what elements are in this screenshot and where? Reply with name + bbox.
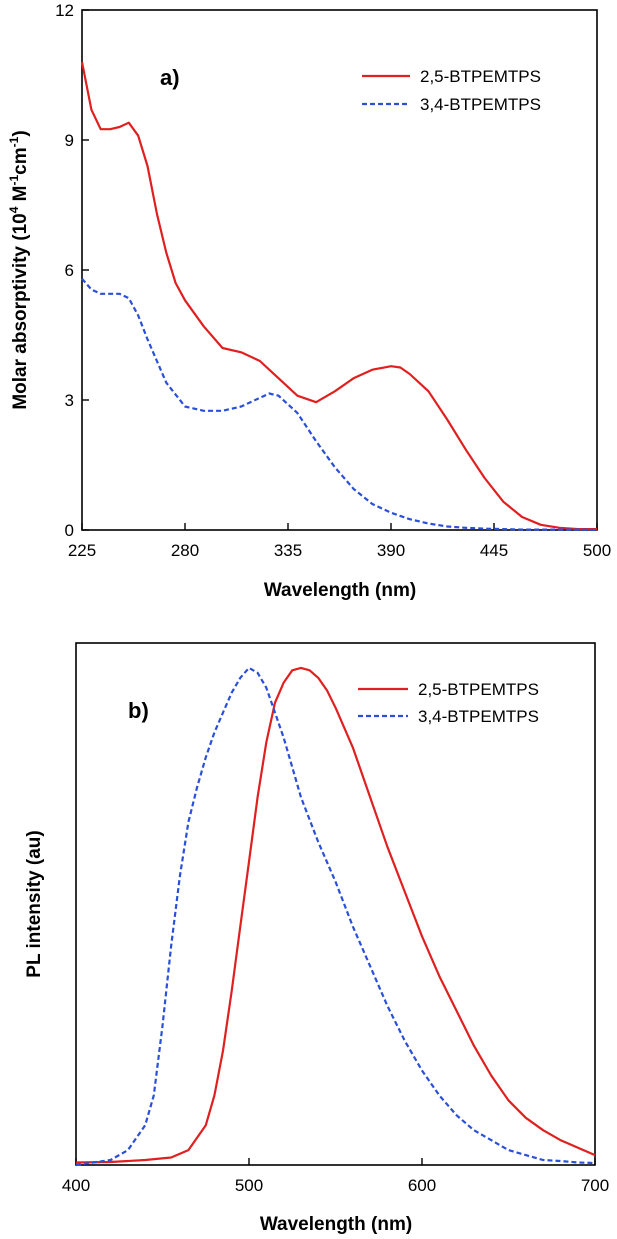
panel-a-x-tick-label: 280 — [171, 541, 199, 560]
panel-b-series-3-4-btpemtps-line — [75, 666, 596, 1167]
panel-a-legend: 2,5-BTPEMTPS 3,4-BTPEMTPS — [362, 67, 541, 114]
panel-b-label: b) — [128, 698, 149, 723]
panel-a-series — [80, 61, 598, 532]
panel-b-legend-label-2: 3,4-BTPEMTPS — [418, 707, 539, 726]
panel-b-x-axis-title: Wavelength (nm) — [260, 1214, 412, 1235]
panel-a-x-ticks: 225 280 335 390 445 500 — [68, 523, 611, 560]
panel-b-frame — [75, 642, 596, 1166]
panel-b-x-tick-label: 600 — [408, 1176, 436, 1195]
panel-a-x-tick-label: 225 — [68, 541, 96, 560]
panel-b-x-tick-label: 400 — [62, 1176, 90, 1195]
panel-a-legend-label-2: 3,4-BTPEMTPS — [420, 95, 541, 114]
panel-b-legend: 2,5-BTPEMTPS 3,4-BTPEMTPS — [358, 680, 539, 726]
panel-a-series-3-4-btpemtps-line — [81, 277, 598, 532]
panel-b-y-axis-title: PL intensity (au) — [24, 830, 45, 977]
panel-a-y-axis-title: Molar absorptivity (104 M-1cm-1) — [7, 130, 31, 409]
panel-a-series-2-5-btpemtps-line — [80, 61, 597, 531]
panel-a-x-tick-label: 500 — [583, 541, 611, 560]
panel-a-x-tick-label: 335 — [274, 541, 302, 560]
panel-a-x-tick-label: 445 — [480, 541, 508, 560]
panel-a-x-axis-title: Wavelength (nm) — [264, 580, 416, 601]
panel-b-legend-label-1: 2,5-BTPEMTPS — [418, 680, 539, 699]
panel-a: 225 280 335 390 445 500 0 3 6 9 12 a) 2,5-BTPEMTP… — [7, 1, 611, 601]
panel-a-y-ticks: 0 3 6 9 12 — [55, 1, 89, 540]
panel-a-y-tick-label: 0 — [65, 521, 74, 540]
panel-a-y-tick-label: 6 — [65, 261, 74, 280]
panel-b-x-ticks: 400 500 600 700 — [62, 1158, 609, 1195]
panel-b-x-tick-label: 700 — [581, 1176, 609, 1195]
panel-a-x-tick-label: 390 — [377, 541, 405, 560]
panel-b: 400 500 600 700 b) 2,5-BTPEMTPS 3,4-BTPEMTP… — [24, 642, 609, 1235]
panel-a-y-tick-label: 9 — [65, 131, 74, 150]
panel-b-x-tick-label: 500 — [235, 1176, 263, 1195]
panel-a-y-tick-label: 3 — [65, 391, 74, 410]
panel-a-y-tick-label: 12 — [55, 1, 74, 20]
panel-b-series-2-5-btpemtps-line — [75, 666, 596, 1164]
panel-a-legend-label-1: 2,5-BTPEMTPS — [420, 67, 541, 86]
panel-b-series — [75, 666, 596, 1167]
panel-a-label: a) — [160, 65, 180, 90]
